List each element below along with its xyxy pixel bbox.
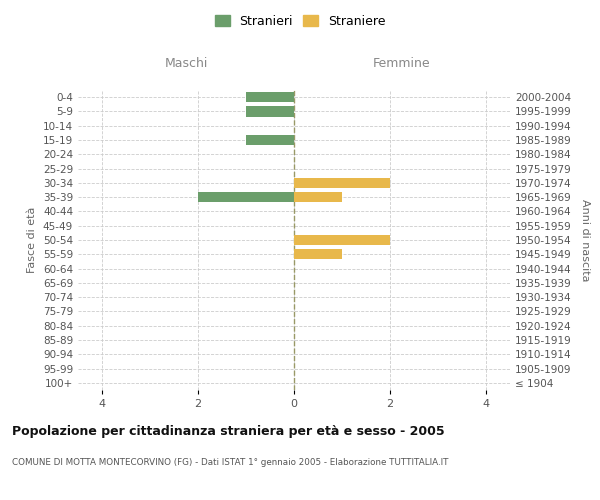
Text: Femmine: Femmine — [373, 57, 431, 70]
Bar — [246, 106, 294, 117]
Y-axis label: Fasce di età: Fasce di età — [28, 207, 37, 273]
Text: Popolazione per cittadinanza straniera per età e sesso - 2005: Popolazione per cittadinanza straniera p… — [12, 425, 445, 438]
Y-axis label: Anni di nascita: Anni di nascita — [580, 198, 590, 281]
Text: Maschi: Maschi — [164, 57, 208, 70]
Bar — [246, 92, 294, 102]
Text: COMUNE DI MOTTA MONTECORVINO (FG) - Dati ISTAT 1° gennaio 2005 - Elaborazione TU: COMUNE DI MOTTA MONTECORVINO (FG) - Dati… — [12, 458, 449, 467]
Legend: Stranieri, Straniere: Stranieri, Straniere — [211, 11, 389, 32]
Bar — [246, 135, 294, 145]
Bar — [294, 192, 342, 202]
Bar — [294, 235, 390, 245]
Bar — [198, 192, 294, 202]
Bar — [294, 178, 390, 188]
Bar — [294, 249, 342, 260]
